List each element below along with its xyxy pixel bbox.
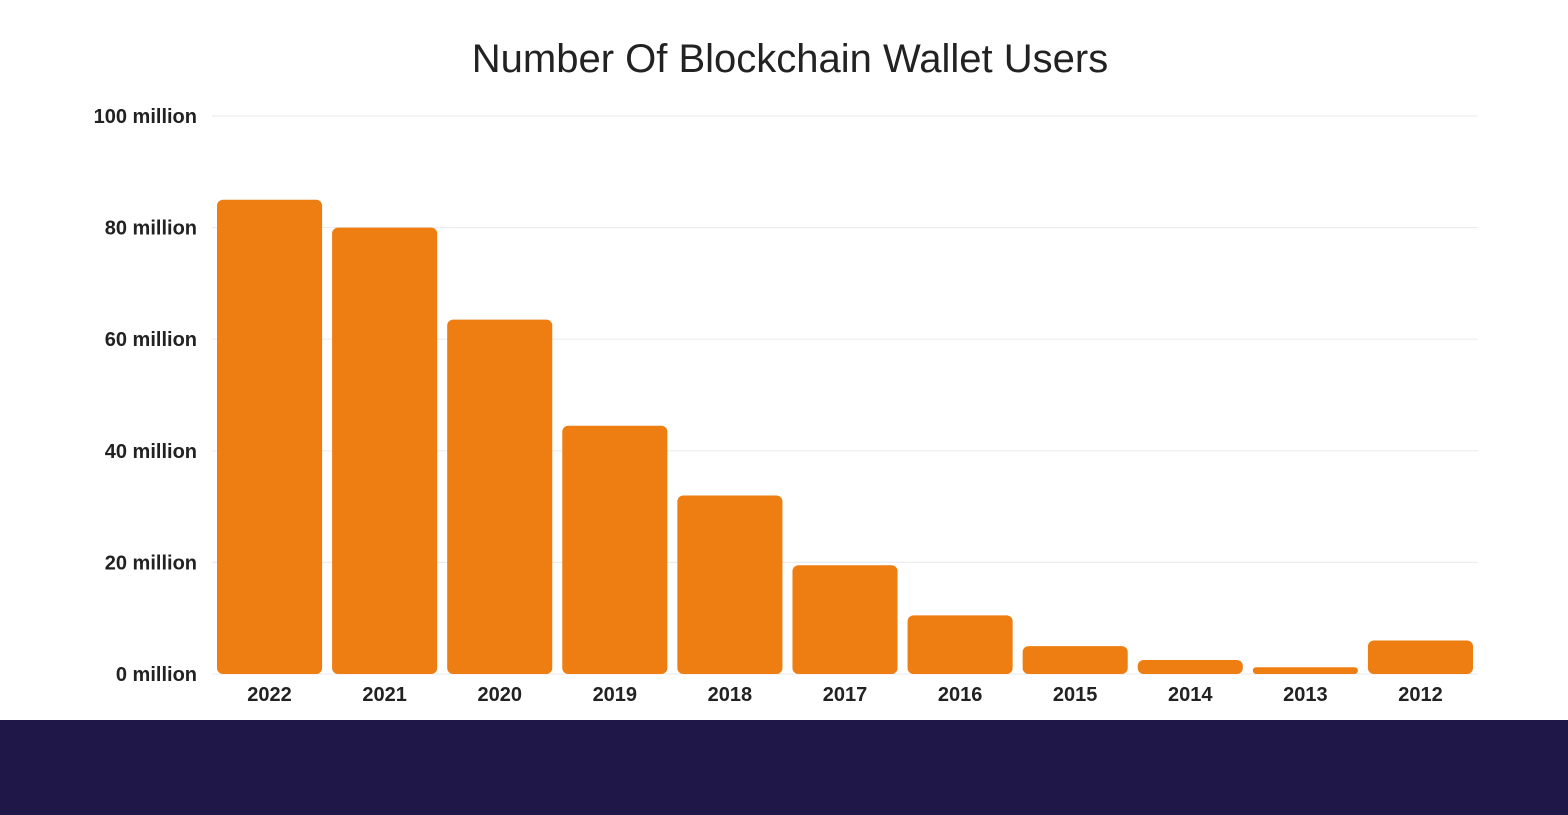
bar-2013 [1252, 667, 1358, 674]
x-tick-label: 2013 [1283, 684, 1328, 706]
x-tick-label: 2019 [593, 684, 638, 706]
y-axis-tick-labels: 0 million 20 million 40 million 60 million 8… [94, 106, 197, 686]
bar-2019 [562, 425, 668, 674]
y-tick-label: 80 million [105, 218, 197, 240]
bar-2014 [1137, 660, 1243, 674]
bar-2021 [332, 227, 438, 674]
y-tick-label: 0 million [116, 664, 197, 686]
chart-title: Number Of Blockchain Wallet Users [472, 37, 1108, 81]
x-tick-label: 2014 [1168, 684, 1213, 706]
x-tick-label: 2012 [1398, 684, 1443, 706]
bar-2020 [447, 319, 553, 674]
bars [217, 199, 1473, 674]
bar-2012 [1367, 640, 1473, 674]
x-tick-label: 2017 [823, 684, 868, 706]
bar-2017 [792, 565, 898, 674]
bar-2015 [1022, 646, 1128, 674]
bar-chart: Number Of Blockchain Wallet Users 0 mill… [93, 37, 1478, 706]
y-tick-label: 60 million [105, 329, 197, 351]
x-tick-label: 2021 [362, 684, 407, 706]
x-tick-label: 2015 [1053, 684, 1098, 706]
footer-band [0, 720, 1568, 815]
bar-2022 [217, 199, 323, 674]
x-tick-label: 2018 [708, 684, 753, 706]
x-tick-label: 2020 [477, 684, 522, 706]
x-tick-label: 2022 [247, 684, 292, 706]
y-tick-label: 100 million [94, 106, 197, 128]
y-tick-label: 20 million [105, 552, 197, 574]
x-axis-tick-labels: 2022 2021 2020 2019 2018 2017 2016 2015 2014 2013… [247, 684, 1442, 706]
bar-2018 [677, 495, 783, 674]
y-tick-label: 40 million [105, 441, 197, 463]
bar-2016 [907, 615, 1013, 674]
x-tick-label: 2016 [938, 684, 983, 706]
chart-canvas: Number Of Blockchain Wallet Users 0 mill… [94, 37, 1478, 706]
